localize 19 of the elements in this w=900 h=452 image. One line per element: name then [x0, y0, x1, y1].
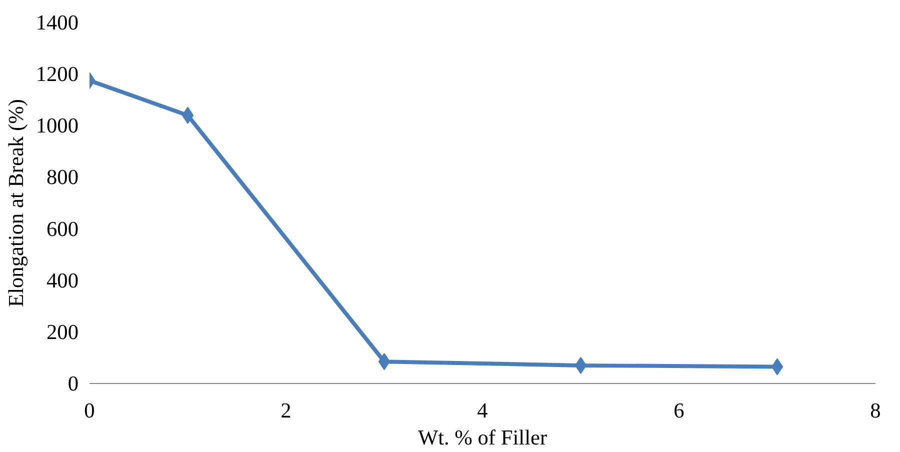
point	[378, 353, 390, 370]
y-tick-label: 0	[68, 372, 79, 396]
y-tick-label: 800	[46, 165, 79, 190]
x-axis-title: Wt. % of Filler	[418, 426, 548, 450]
y-tick-label: 600	[46, 216, 79, 241]
x-tick-label: 6	[674, 398, 685, 422]
x-tick-label: 2	[280, 398, 292, 422]
y-tick-label: 200	[46, 320, 79, 344]
x-tick-label: 8	[870, 398, 881, 422]
point	[182, 106, 194, 124]
x-tick-label: 0	[84, 398, 95, 422]
y-tick-label: 400	[46, 268, 79, 292]
y-axis-title: Elongation at Break (%)	[4, 99, 28, 307]
y-tick-label: 1400	[36, 10, 78, 34]
y-tick-label: 1200	[36, 62, 78, 86]
y-tick-label: 1000	[36, 114, 78, 138]
point	[771, 358, 784, 376]
point	[574, 356, 587, 374]
x-tick-label: 4	[477, 398, 488, 422]
